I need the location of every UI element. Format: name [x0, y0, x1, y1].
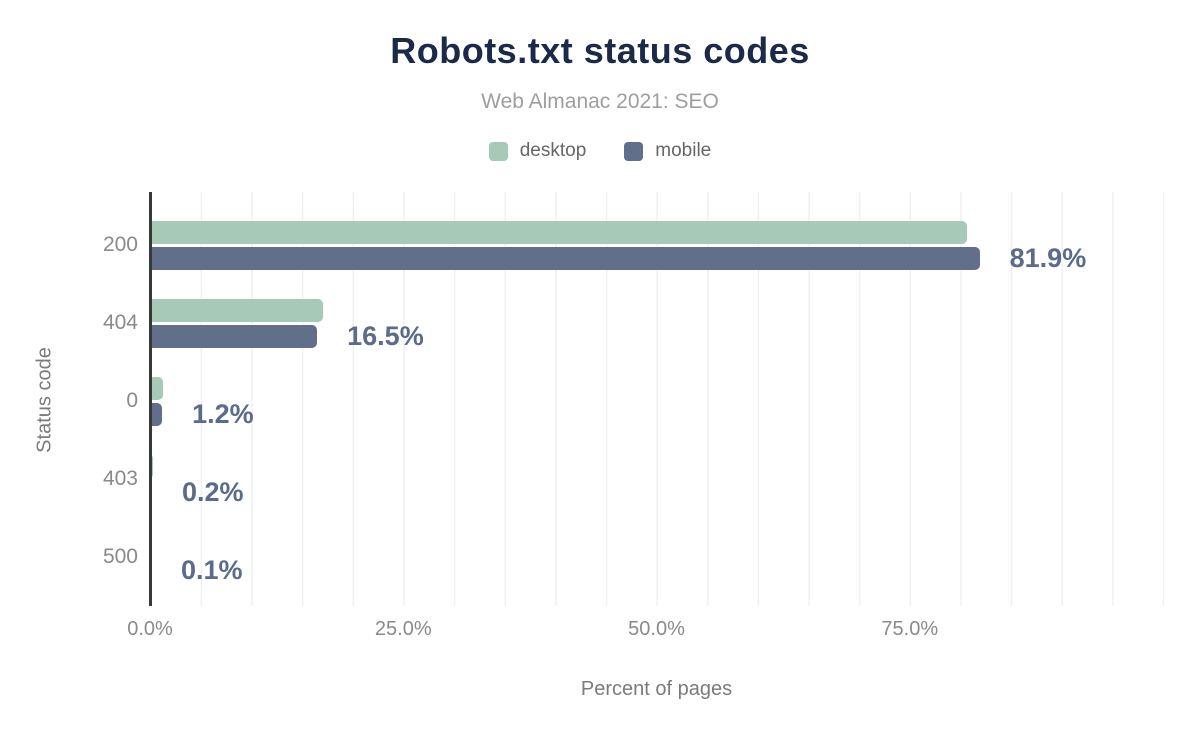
- legend-swatch-desktop: [488, 141, 508, 161]
- x-axis-tick-labels: 0.0% 25.0% 50.0% 75.0%: [127, 618, 1163, 642]
- bar-group-200: 81.9%: [150, 206, 1163, 284]
- bar-mobile-0[interactable]: [150, 402, 163, 426]
- bar-desktop-0[interactable]: [150, 376, 164, 400]
- bar-mobile-404[interactable]: [150, 324, 318, 348]
- data-label-403: 0.2%: [182, 476, 244, 507]
- bar-mobile-line-403: 0.2%: [150, 476, 1163, 507]
- x-tick-75.0%: 75.0%: [881, 618, 939, 640]
- legend-label: mobile: [655, 140, 712, 161]
- data-label-404: 16.5%: [347, 320, 424, 351]
- bar-mobile-line-500: 0.1%: [150, 554, 1163, 585]
- bar-group-0: 1.2%: [150, 362, 1163, 440]
- bar-mobile-line-0: 1.2%: [150, 398, 1163, 429]
- bar-mobile-line-404: 16.5%: [150, 320, 1163, 351]
- bar-mobile-line-200: 81.9%: [150, 242, 1163, 273]
- plot-area: 81.9% 16.5% 1.2% 0.2% 0.1%: [149, 192, 1164, 606]
- bar-mobile-200[interactable]: [150, 246, 980, 270]
- data-label-0: 1.2%: [192, 398, 254, 429]
- legend-item-desktop[interactable]: desktop: [488, 140, 587, 162]
- category-label-200: 200: [102, 233, 138, 256]
- legend-item-mobile[interactable]: mobile: [624, 140, 711, 162]
- legend-swatch-mobile: [624, 141, 644, 161]
- x-tick-0.0%: 0.0%: [127, 618, 173, 640]
- category-label-404: 404: [102, 311, 138, 334]
- data-label-200: 81.9%: [1009, 242, 1087, 273]
- legend: desktop mobile: [0, 140, 1200, 162]
- bar-group-500: 0.1%: [150, 518, 1163, 596]
- x-tick-25.0%: 25.0%: [374, 618, 432, 640]
- chart-title: Robots.txt status codes: [390, 30, 810, 71]
- bar-group-403: 0.2%: [150, 440, 1163, 518]
- bar-desktop-404[interactable]: [150, 298, 324, 322]
- bar-group-404: 16.5%: [150, 284, 1163, 362]
- legend-label: desktop: [519, 140, 587, 161]
- category-label-0: 0: [126, 389, 138, 412]
- bar-rows: 81.9% 16.5% 1.2% 0.2% 0.1%: [150, 206, 1163, 596]
- bar-desktop-200[interactable]: [150, 220, 968, 244]
- category-label-403: 403: [102, 467, 138, 490]
- category-label-500: 500: [102, 545, 138, 568]
- x-axis-title: Percent of pages: [580, 678, 733, 700]
- chart-subtitle: Web Almanac 2021: SEO: [481, 90, 719, 113]
- data-label-500: 0.1%: [181, 554, 243, 585]
- y-axis-line: [149, 192, 152, 606]
- x-tick-50.0%: 50.0%: [628, 618, 685, 640]
